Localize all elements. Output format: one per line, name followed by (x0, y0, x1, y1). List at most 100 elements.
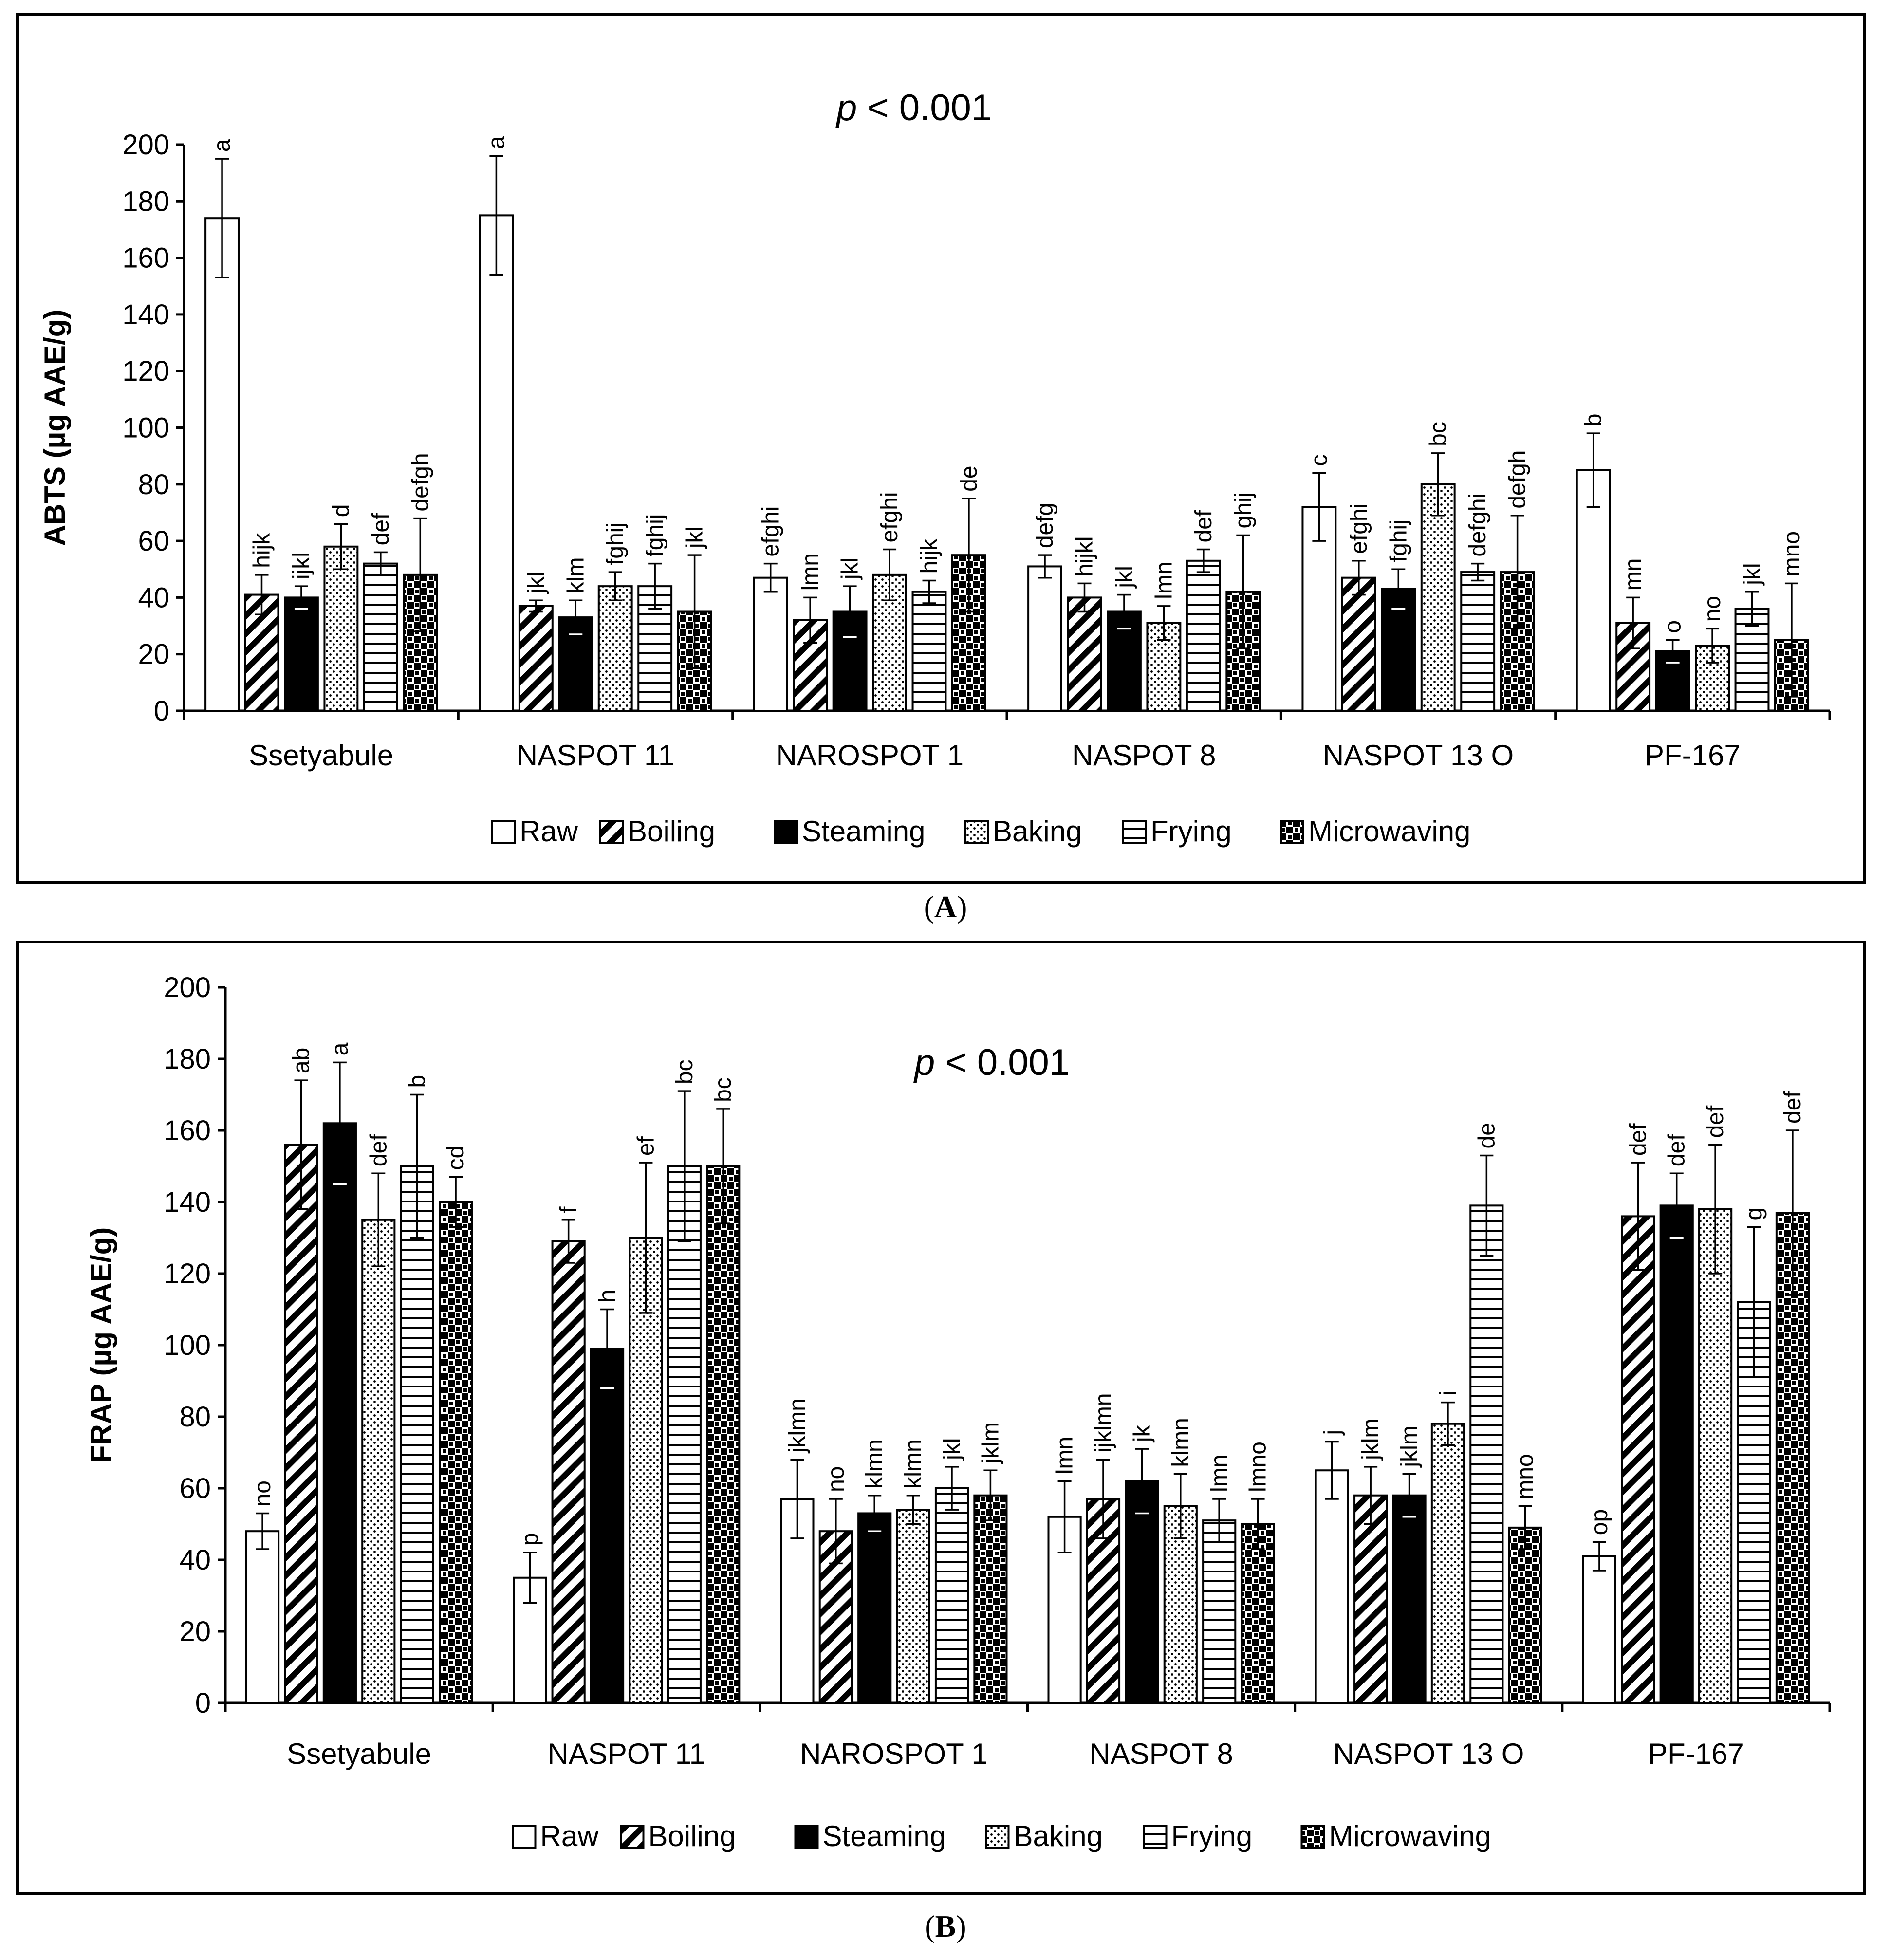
bar-baking (323, 545, 359, 712)
bar-baking (1698, 1208, 1733, 1704)
bar-boiling (1621, 1215, 1655, 1704)
bar-boiling (1353, 1494, 1388, 1704)
panel-caption-a: (A) (924, 889, 967, 924)
significance-letter: f (556, 1206, 582, 1213)
bar-baking (361, 1219, 396, 1704)
legend-item-boiling: Boiling (599, 815, 715, 848)
x-category-label: NAROSPOT 1 (800, 1738, 988, 1770)
bar-frying (1202, 1519, 1237, 1704)
legend-swatch (774, 820, 798, 844)
x-category-label: NAROSPOT 1 (776, 739, 964, 772)
significance-letter: bc (710, 1077, 736, 1102)
significance-letter: klmn (901, 1439, 927, 1488)
significance-letter: op (1587, 1509, 1613, 1535)
significance-letter: lmn (1052, 1437, 1078, 1474)
significance-letter: g (1742, 1207, 1767, 1220)
bar-frying (1460, 571, 1496, 712)
y-tick-label: 40 (138, 582, 169, 613)
significance-letter: jk (1129, 1424, 1155, 1443)
significance-letter: c (1306, 455, 1332, 466)
x-category-label: PF-167 (1645, 739, 1741, 772)
legend-item-raw: Raw (491, 815, 578, 848)
significance-letter: defghi (1465, 493, 1491, 557)
significance-letter: defgh (1505, 450, 1531, 509)
significance-letter: o (1660, 620, 1686, 633)
bar-steaming (590, 1348, 625, 1704)
bar-steaming (322, 1122, 357, 1704)
significance-letter: i (1435, 1390, 1461, 1396)
significance-letter: a (209, 139, 235, 152)
legend-swatch (1122, 820, 1147, 844)
frap-chart: 0 20 40 60 80 100 120 140 160 180 200 FRAP (µg AAE/… (85, 972, 1831, 1852)
chart-panel-b: 0 20 40 60 80 100 120 140 160 180 200 FRAP (µg AAE/… (16, 941, 1866, 1895)
bar-raw (479, 214, 514, 712)
significance-letter: lmn (797, 553, 823, 591)
bar-microwaving (438, 1201, 473, 1704)
y-tick-label: 200 (122, 129, 169, 161)
y-tick-label: 80 (179, 1401, 211, 1433)
significance-letter: defg (1032, 503, 1058, 548)
y-tick-label: 140 (164, 1186, 211, 1218)
y-tick-label: 120 (164, 1258, 211, 1290)
x-category-label: NASPOT 8 (1089, 1738, 1233, 1770)
y-axis-title: FRAP (µg AAE/g) (85, 1227, 117, 1463)
legend-swatch (794, 1825, 819, 1849)
bar-steaming (1659, 1204, 1694, 1704)
bar-baking (629, 1237, 663, 1704)
legend-label: Baking (993, 815, 1082, 848)
significance-letter: def (366, 1134, 391, 1166)
legend-swatch (512, 1825, 537, 1849)
significance-letter: klmn (862, 1439, 888, 1488)
bar-frying (1186, 559, 1221, 712)
significance-letter: lmn (1151, 562, 1177, 599)
legend-swatch (1280, 820, 1304, 844)
legend-item-frying: Frying (1143, 1820, 1252, 1852)
legend-label: Steaming (823, 1820, 946, 1852)
bar-microwaving (973, 1494, 1008, 1704)
y-tick-label: 200 (164, 972, 211, 1003)
p-value-annotation: p < 0.001 (835, 87, 992, 129)
y-tick-label: 100 (122, 412, 169, 444)
bar-raw (1315, 1469, 1349, 1704)
significance-letter: hijk (249, 533, 275, 568)
legend-item-microwaving: Microwaving (1280, 815, 1470, 848)
significance-letter: jkl (523, 572, 549, 594)
bar-raw (1576, 469, 1611, 712)
significance-letter: ghij (1230, 492, 1256, 529)
y-tick-label: 120 (122, 355, 169, 387)
significance-letter: bc (1426, 422, 1451, 446)
significance-letter: fghij (1386, 519, 1411, 562)
significance-letter: jkl (939, 1438, 965, 1461)
significance-letter: fghij (642, 514, 668, 557)
significance-letter: efghi (1346, 503, 1372, 554)
legend-item-steaming: Steaming (794, 1820, 946, 1852)
significance-letter: def (1703, 1105, 1728, 1138)
bar-baking (1420, 483, 1456, 712)
bar-frying (667, 1165, 702, 1704)
chart-panel-a: 0 20 40 60 80 100 120 140 160 180 200 ABTS (µg AAE/… (16, 13, 1866, 884)
y-axis-title: ABTS (µg AAE/g) (38, 310, 71, 546)
significance-letter: j (1319, 1430, 1345, 1436)
significance-letter: fghij (603, 522, 629, 565)
legend-swatch (1143, 1825, 1168, 1849)
significance-letter: cd (443, 1146, 469, 1170)
legend-label: Raw (519, 815, 578, 848)
significance-letter: def (1664, 1134, 1690, 1166)
panel-caption-b: (B) (925, 1909, 966, 1943)
y-tick-label: 60 (179, 1473, 211, 1504)
significance-letter: lmn (1206, 1455, 1232, 1492)
legend-label: Frying (1150, 815, 1232, 848)
bar-frying (911, 591, 947, 712)
x-category-label: NASPOT 13 O (1323, 739, 1514, 772)
significance-letter: ef (633, 1136, 659, 1156)
bar-raw (1582, 1555, 1617, 1704)
y-tick-label: 180 (164, 1043, 211, 1075)
significance-letter: hijk (917, 538, 943, 573)
bar-steaming (1392, 1494, 1427, 1704)
significance-letter: de (1474, 1123, 1500, 1148)
y-tick-label: 180 (122, 185, 169, 217)
significance-letter: def (1191, 510, 1217, 542)
bar-steaming (857, 1512, 892, 1704)
significance-letter: a (327, 1042, 353, 1055)
bar-frying (400, 1165, 434, 1704)
